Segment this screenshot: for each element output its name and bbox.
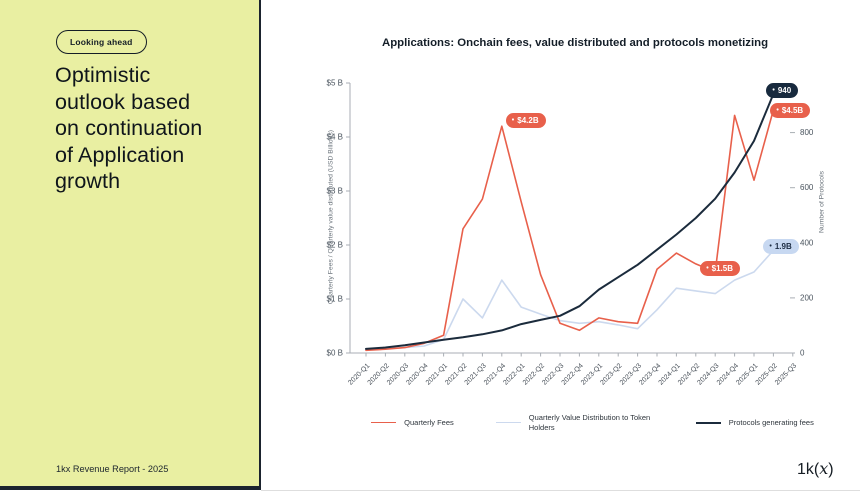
report-footer: 1kx Revenue Report - 2025: [56, 464, 169, 474]
legend-label: Protocols generating fees: [728, 417, 814, 427]
y-left-tick-label: $4 B: [327, 133, 343, 142]
y-right-tick-label: 800: [800, 128, 814, 137]
axes: [349, 83, 793, 354]
pill-bullet: •: [772, 87, 775, 95]
pill-value: 940: [777, 85, 792, 95]
pill-bullet: •: [776, 107, 779, 114]
y-axis-right-title: Number of Protocols: [818, 171, 826, 233]
logo-close-paren: ): [828, 461, 834, 478]
y-axis-left-title: Quarterly Fees / Quarterly value distrib…: [327, 129, 335, 305]
title-line: on continuation: [55, 116, 203, 140]
x-tick-label: 2025-Q3: [774, 362, 798, 386]
pill-value: $4.5B: [781, 105, 804, 115]
legend-item-quarterly-value-distribution-to-token-holders: Quarterly Value Distribution to Token Ho…: [495, 413, 654, 433]
data-label-pill-4-2b: • $4.2B: [505, 113, 546, 129]
series-quarterly-value-distribution-to-token-holders: [365, 249, 775, 351]
pill-value: $4.2B: [517, 115, 539, 125]
data-label-pill-4-5b: • $4.5B: [770, 103, 811, 118]
legend-item-protocols-generating-fees: Protocols generating fees: [695, 417, 814, 428]
series-quarterly-fees: [365, 109, 775, 352]
pill-value: 1.9B: [774, 241, 792, 251]
y-right-tick-label: 400: [800, 238, 814, 247]
legend-label: Quarterly Fees: [404, 417, 454, 427]
data-label-pill-1-5b: • $1.5B: [700, 261, 740, 276]
y-left-tick-label: $3 B: [327, 187, 343, 196]
legend-item-quarterly-fees: Quarterly Fees: [371, 418, 454, 428]
y-axis-left: $0 B $1 B $2 B $3 B $4 B $5 B: [327, 79, 350, 358]
x-axis: 2020-Q12020-Q22020-Q32020-Q42021-Q12021-…: [347, 353, 798, 387]
pill-value: $1.5B: [711, 263, 733, 273]
y-left-tick-label: $0 B: [327, 349, 343, 358]
title-line: Optimistic: [55, 63, 151, 87]
chart-legend: Quarterly Fees Quarterly Value Distributi…: [335, 413, 850, 433]
chart-panel: Applications: Onchain fees, value distri…: [261, 0, 860, 491]
legend-swatch: [695, 421, 721, 424]
chart-title: Applications: Onchain fees, value distri…: [381, 37, 769, 49]
pill-bullet: •: [706, 265, 709, 272]
y-right-tick-label: 0: [800, 349, 805, 358]
y-right-tick-label: 200: [800, 293, 814, 302]
logo-text: 1k(: [797, 461, 820, 478]
title-line: of Application: [55, 142, 185, 167]
y-left-tick-label: $1 B: [327, 295, 343, 304]
1kx-logo: 1k(x): [797, 459, 834, 479]
left-panel: Looking ahead Optimistic outlook based on …: [0, 0, 261, 490]
data-label-pill-1-9b: • 1.9B: [763, 239, 799, 255]
legend-label: Quarterly Value Distribution to Token Ho…: [528, 413, 651, 432]
slide-title: Optimistic outlook based on continuation of…: [55, 62, 202, 195]
pill-bullet: •: [769, 243, 772, 251]
series-protocols-generating-fees: [365, 93, 775, 350]
legend-swatch: [495, 422, 521, 424]
logo-x: x: [819, 459, 829, 478]
data-label-pill-940: • 940: [766, 83, 799, 99]
y-left-tick-label: $2 B: [327, 241, 343, 250]
looking-ahead-badge: Looking ahead: [56, 30, 147, 54]
title-line: growth: [55, 169, 121, 193]
y-left-tick-label: $5 B: [327, 79, 343, 88]
plot-svg: $0 B $1 B $2 B $3 B $4 B $5 B 0 200 400 600 800 202…: [327, 79, 814, 387]
pill-bullet: •: [511, 117, 515, 125]
y-right-tick-label: 600: [800, 183, 814, 192]
title-line: outlook based: [55, 89, 191, 114]
line-chart: $0 B $1 B $2 B $3 B $4 B $5 B 0 200 400 600 800 202…: [280, 60, 850, 460]
legend-swatch: [371, 422, 397, 424]
